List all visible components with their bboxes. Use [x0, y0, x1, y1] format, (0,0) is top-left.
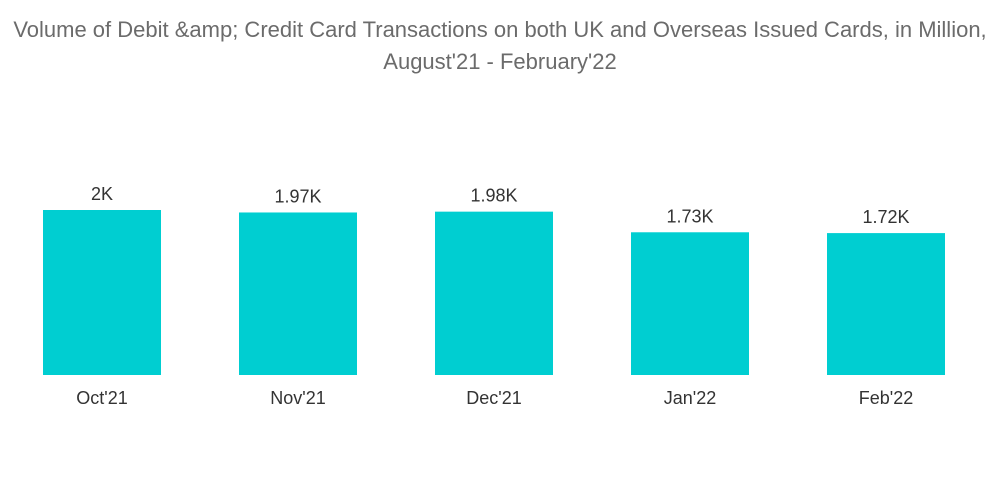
bar-Jan'22 — [631, 232, 749, 375]
value-label: 2K — [91, 184, 113, 204]
x-tick-label: Jan'22 — [664, 388, 716, 408]
value-label: 1.73K — [666, 206, 713, 226]
x-tick-label: Nov'21 — [270, 388, 325, 408]
value-label: 1.72K — [862, 207, 909, 227]
bars-group — [43, 210, 945, 375]
bar-Oct'21 — [43, 210, 161, 375]
x-tick-label: Feb'22 — [859, 388, 913, 408]
x-tick-label: Dec'21 — [466, 388, 521, 408]
bar-Dec'21 — [435, 211, 553, 375]
value-label: 1.97K — [274, 186, 321, 206]
value-label: 1.98K — [470, 186, 517, 206]
bar-Feb'22 — [827, 233, 945, 375]
x-tick-label: Oct'21 — [76, 388, 127, 408]
chart-title: Volume of Debit &amp; Credit Card Transa… — [13, 17, 987, 74]
bar-Nov'21 — [239, 212, 357, 375]
value-labels-group: 2K 1.97K 1.98K 1.73K 1.72K — [91, 184, 910, 227]
x-axis-tick-labels: Oct'21 Nov'21 Dec'21 Jan'22 Feb'22 — [76, 388, 913, 408]
